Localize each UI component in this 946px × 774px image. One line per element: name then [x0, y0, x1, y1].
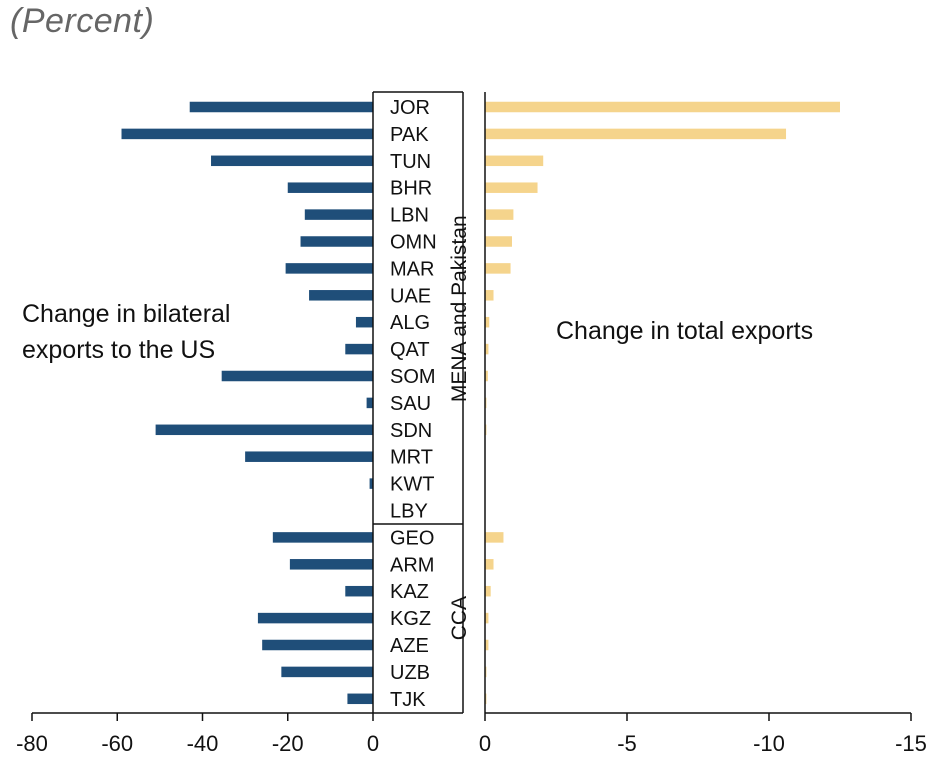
bar-bilateral-geo: [272, 532, 373, 543]
country-label-uae: UAE: [390, 285, 431, 307]
bar-total-uae: [485, 290, 494, 301]
country-label-omn: OMN: [390, 232, 437, 254]
country-label-uzb: UZB: [390, 662, 430, 684]
left-panel-bars: [121, 101, 373, 705]
bar-bilateral-kgz: [257, 612, 373, 624]
right-panel-tick-label-2: -10: [753, 731, 785, 756]
bar-bilateral-arm: [289, 559, 373, 570]
country-label-tun: TUN: [390, 151, 431, 173]
country-label-som: SOM: [390, 366, 436, 388]
bar-bilateral-sdn: [155, 424, 373, 436]
right-panel-tick-label-0: 0: [479, 731, 491, 756]
bar-total-arm: [485, 559, 494, 570]
bar-bilateral-uzb: [281, 666, 373, 678]
country-label-sdn: SDN: [390, 420, 432, 442]
right-panel-tick-label-1: -5: [617, 731, 637, 756]
bar-total-mar: [485, 263, 511, 274]
bar-total-bhr: [485, 182, 538, 193]
country-label-kgz: KGZ: [390, 608, 431, 630]
country-label-aze: AZE: [390, 635, 429, 657]
bar-total-pak: [485, 128, 787, 140]
annotations: MENA and Pakistan CCA Change in bilateral e…: [22, 215, 813, 640]
bar-total-omn: [485, 236, 512, 247]
country-label-tjk: TJK: [390, 689, 426, 711]
country-label-bhr: BHR: [390, 178, 432, 200]
bar-total-som: [485, 370, 488, 382]
country-label-arm: ARM: [390, 554, 434, 576]
left-panel-tick-label-1: -60: [101, 731, 133, 756]
group-label-mena-and-pakistan: MENA and Pakistan: [448, 215, 471, 402]
bar-bilateral-kwt: [369, 478, 373, 489]
country-label-pak: PAK: [390, 124, 429, 146]
bar-bilateral-sau: [366, 397, 373, 409]
country-label-kaz: KAZ: [390, 581, 429, 603]
country-label-qat: QAT: [390, 339, 430, 361]
series-label-bilateral-line-0: Change in bilateral: [22, 300, 230, 328]
country-label-mrt: MRT: [390, 447, 433, 469]
country-label-geo: GEO: [390, 527, 434, 549]
country-label-sau: SAU: [390, 393, 431, 415]
bar-bilateral-lbn: [304, 209, 373, 220]
right-panel-tick-label-3: -15: [895, 731, 927, 756]
country-label-jor: JOR: [390, 97, 430, 119]
bar-bilateral-kaz: [345, 585, 373, 597]
bar-bilateral-pak: [121, 128, 373, 140]
bar-bilateral-jor: [189, 101, 373, 113]
right-panel-bars: [485, 101, 840, 705]
bar-bilateral-aze: [262, 639, 373, 651]
series-label-bilateral-line-1: exports to the US: [22, 336, 215, 364]
bar-total-qat: [485, 343, 489, 355]
bar-total-jor: [485, 101, 840, 113]
bar-bilateral-bhr: [287, 182, 373, 193]
left-panel-tick-label-2: -40: [187, 731, 219, 756]
bar-total-geo: [485, 532, 504, 543]
bar-total-tun: [485, 155, 544, 167]
bar-total-lbn: [485, 209, 514, 220]
country-label-alg: ALG: [390, 312, 430, 334]
bar-total-kgz: [485, 612, 489, 624]
bar-bilateral-tjk: [347, 693, 373, 705]
country-label-lbn: LBN: [390, 205, 429, 227]
left-panel-tick-label-4: 0: [367, 731, 379, 756]
bar-bilateral-alg: [355, 316, 373, 328]
series-label-total-line-0: Change in total exports: [556, 317, 813, 345]
group-label-cca: CCA: [448, 596, 471, 640]
left-panel-tick-label-0: -80: [16, 731, 48, 756]
bar-bilateral-tun: [211, 155, 373, 167]
country-label-kwt: KWT: [390, 474, 434, 496]
axes: -80 -60 -40 -20 0 0 -5 -10 -15: [16, 91, 927, 756]
country-labels: JOR PAK TUN BHR LBN OMN MAR UAE ALG QAT SOM SAU SDN M…: [390, 97, 437, 711]
bar-bilateral-uae: [309, 290, 373, 301]
country-label-mar: MAR: [390, 258, 434, 280]
bar-bilateral-qat: [345, 343, 373, 355]
bar-bilateral-som: [221, 370, 373, 382]
bar-total-aze: [485, 639, 489, 651]
chart-subtitle: (Percent): [10, 2, 155, 40]
bar-total-alg: [485, 316, 490, 328]
bar-bilateral-mar: [285, 263, 373, 274]
bar-bilateral-omn: [300, 236, 373, 247]
bar-bilateral-mrt: [245, 451, 373, 462]
bar-total-kaz: [485, 585, 491, 597]
country-label-lby: LBY: [390, 501, 428, 523]
left-panel-tick-label-3: -20: [272, 731, 304, 756]
